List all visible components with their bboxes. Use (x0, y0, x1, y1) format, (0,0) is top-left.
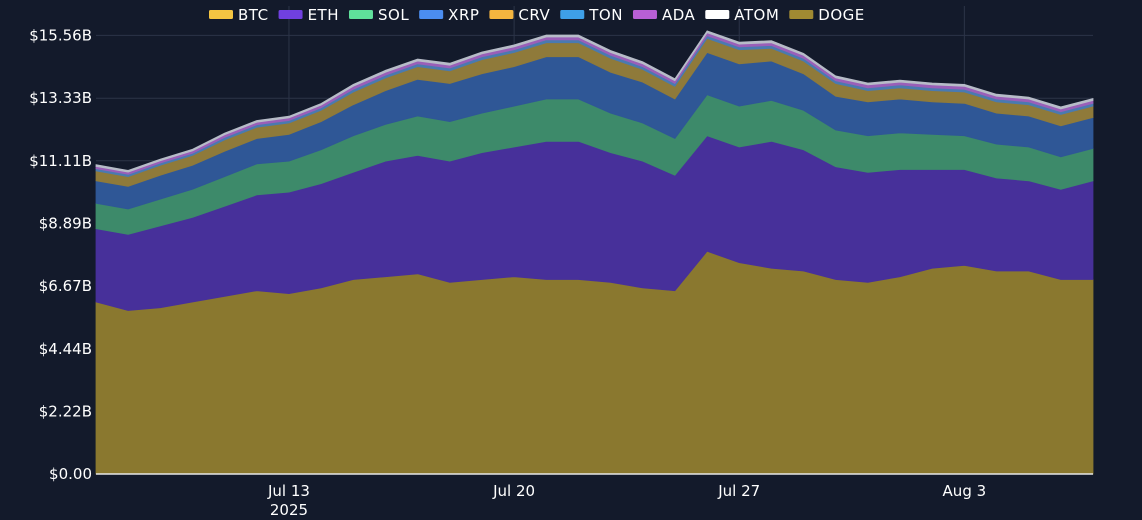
x-tick-label: Jul 27 (717, 482, 760, 500)
legend-swatch (632, 10, 657, 19)
legend-item-crv[interactable]: CRV (489, 6, 550, 24)
legend-swatch (419, 10, 444, 19)
legend-swatch (560, 10, 585, 19)
x-tick-label: Jul 20 (492, 482, 535, 500)
legend-label: CRV (518, 6, 550, 24)
legend-swatch (489, 10, 514, 19)
y-tick-label: $0.00 (49, 465, 92, 483)
legend-item-btc[interactable]: BTC (209, 6, 269, 24)
legend-swatch (209, 10, 233, 19)
legend-item-atom[interactable]: ATOM (705, 6, 779, 24)
legend-item-ada[interactable]: ADA (632, 6, 696, 24)
x-tick-label: Jul 13 (267, 482, 310, 500)
y-tick-label: $4.44B (39, 340, 92, 358)
legend-item-eth[interactable]: ETH (278, 6, 339, 24)
legend-swatch (348, 10, 373, 19)
legend-label: XRP (448, 6, 479, 24)
y-tick-label: $2.22B (39, 402, 92, 420)
x-tick-label: Aug 3 (943, 482, 987, 500)
y-tick-label: $6.67B (39, 277, 92, 295)
area-series-group (95, 30, 1094, 475)
legend-label: ADA (662, 6, 696, 24)
legend-swatch (789, 10, 814, 19)
axes: $0.00 $2.22B $4.44B $6.67B $8.89B $11.11B $13.… (29, 26, 1093, 519)
area-series-atom[interactable] (95, 30, 1094, 173)
y-tick-label: $11.11B (29, 152, 92, 170)
legend-label: DOGE (818, 6, 864, 24)
y-tick-label: $15.56B (29, 26, 92, 44)
legend-item-xrp[interactable]: XRP (419, 6, 479, 24)
legend-label: SOL (378, 6, 409, 24)
legend-label: ATOM (734, 6, 779, 24)
x-tick-year-label: 2025 (270, 501, 308, 519)
y-tick-label: $8.89B (39, 214, 92, 232)
legend-item-sol[interactable]: SOL (348, 6, 409, 24)
legend-item-doge[interactable]: DOGE (789, 6, 864, 24)
legend-swatch (278, 10, 303, 19)
legend-label: ETH (308, 6, 339, 24)
legend-swatch (705, 10, 730, 19)
legend-item-ton[interactable]: TON (560, 6, 623, 24)
legend[interactable]: BTC ETH SOL XRP CRV TON ADA ATOM DOGE (209, 6, 865, 24)
legend-label: TON (588, 6, 623, 24)
legend-label: BTC (238, 6, 269, 24)
y-tick-label: $13.33B (29, 89, 92, 107)
